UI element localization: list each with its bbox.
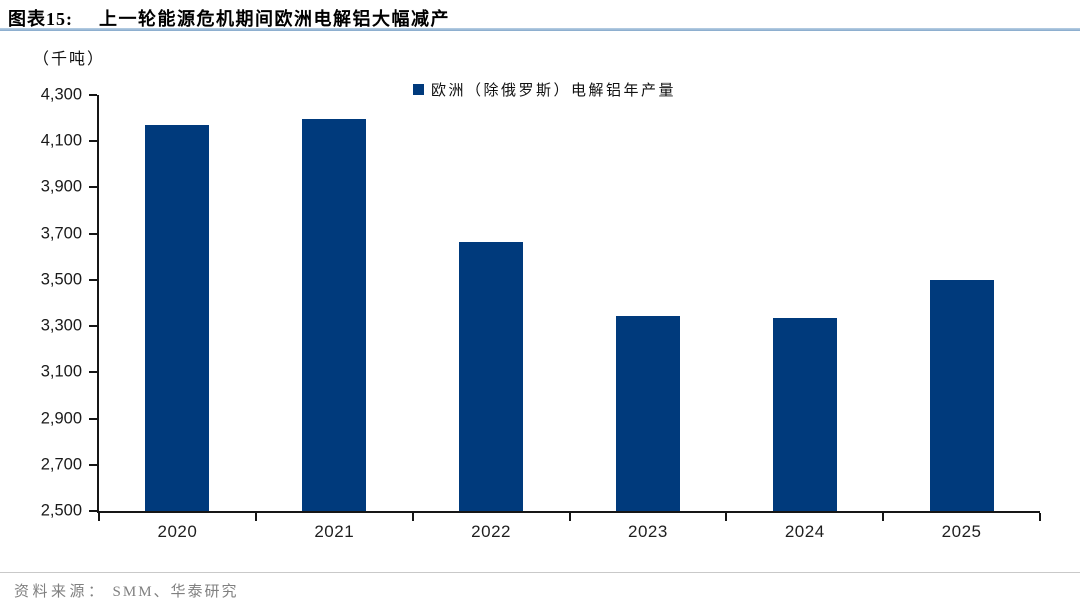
plot-area: 4,300 4,100 3,900 3,700 3,500 3,300 3,100 2,900… bbox=[41, 86, 1041, 541]
y-axis-tick bbox=[89, 325, 97, 328]
bar-2022 bbox=[459, 241, 524, 511]
x-axis-label-2021: 2021 bbox=[314, 522, 355, 541]
bar-2021 bbox=[302, 119, 367, 511]
y-axis-tick bbox=[89, 510, 97, 512]
legend-series-label: 欧洲（除俄罗斯）电解铝年产量 bbox=[431, 83, 677, 99]
bar-2025 bbox=[929, 279, 994, 511]
chart-title: 上一轮能源危机期间欧洲电解铝大幅减产 bbox=[99, 9, 450, 29]
y-axis-label: 3,900 bbox=[40, 177, 82, 196]
y-axis-label: 2,900 bbox=[40, 409, 82, 428]
figure-number-label: 图表15: bbox=[8, 9, 73, 29]
bar-2024 bbox=[772, 318, 837, 511]
x-axis-tick bbox=[1039, 513, 1041, 521]
x-axis-tick bbox=[254, 513, 257, 521]
y-axis-tick bbox=[89, 186, 97, 189]
y-axis-label: 3,500 bbox=[40, 270, 82, 289]
y-axis-tick bbox=[89, 463, 97, 466]
x-axis-tick bbox=[98, 513, 100, 521]
y-axis-tick bbox=[89, 140, 97, 143]
source-label: 资料来源： bbox=[14, 584, 107, 600]
footer-divider bbox=[0, 572, 1080, 573]
bar-2020 bbox=[145, 125, 210, 511]
y-axis-tick bbox=[89, 278, 97, 281]
bar-2023 bbox=[615, 315, 680, 511]
legend-marker-square bbox=[413, 84, 424, 95]
y-axis-unit-label: （千吨） bbox=[33, 51, 106, 68]
x-axis-tick bbox=[411, 513, 414, 521]
x-axis-tick bbox=[882, 513, 885, 521]
x-axis-tick bbox=[725, 513, 728, 521]
y-axis-label: 3,700 bbox=[40, 224, 82, 243]
y-axis-tick bbox=[89, 417, 97, 420]
x-axis-label-2025: 2025 bbox=[941, 522, 982, 541]
y-axis-label: 3,100 bbox=[40, 362, 82, 381]
y-axis-label: 2,500 bbox=[40, 501, 82, 520]
y-axis-tick bbox=[89, 94, 97, 96]
x-axis-label-2024: 2024 bbox=[784, 522, 825, 541]
y-axis-label: 3,300 bbox=[40, 316, 82, 335]
y-axis-tick bbox=[89, 232, 97, 235]
source-text: SMM、华泰研究 bbox=[112, 584, 239, 600]
y-axis-label: 4,300 bbox=[40, 85, 82, 104]
y-axis-tick bbox=[89, 371, 97, 374]
y-axis-label: 2,700 bbox=[40, 455, 82, 474]
x-axis-label-2022: 2022 bbox=[471, 522, 511, 541]
x-axis-label-2023: 2023 bbox=[627, 522, 668, 541]
header-divider bbox=[0, 28, 1080, 31]
x-axis-label-2020: 2020 bbox=[157, 522, 198, 541]
y-axis-label: 4,100 bbox=[40, 131, 82, 150]
source-note: 资料来源： SMM、华泰研究 bbox=[14, 580, 239, 601]
x-axis-tick bbox=[568, 513, 571, 521]
legend: 欧洲（除俄罗斯）电解铝年产量 bbox=[413, 79, 676, 100]
chart-header: 图表15: 上一轮能源危机期间欧洲电解铝大幅减产 bbox=[8, 5, 450, 31]
